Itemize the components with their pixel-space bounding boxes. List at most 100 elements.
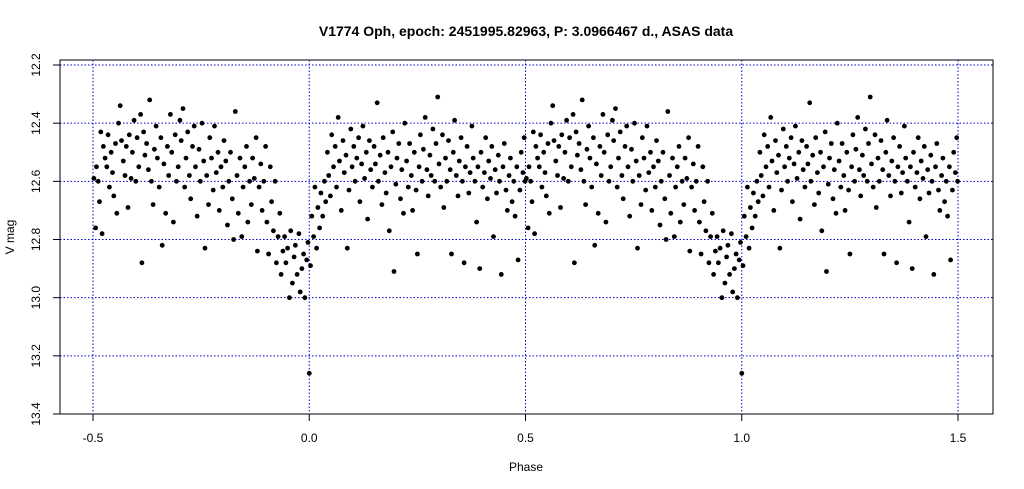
- data-point: [301, 251, 306, 257]
- data-point: [548, 120, 554, 126]
- data-point: [805, 161, 811, 167]
- data-point: [267, 164, 273, 170]
- data-point: [501, 141, 507, 146]
- data-point: [351, 144, 357, 149]
- data-point: [526, 164, 532, 170]
- data-point: [338, 208, 344, 213]
- data-point: [911, 149, 916, 155]
- data-point: [601, 149, 607, 155]
- data-point: [352, 178, 358, 184]
- data-point: [287, 295, 292, 301]
- data-point: [720, 228, 726, 234]
- data-point: [785, 178, 790, 184]
- data-point: [632, 120, 637, 126]
- data-point: [846, 187, 851, 193]
- x-tick-label: 1.5: [950, 431, 967, 445]
- data-point: [690, 161, 696, 167]
- data-point: [228, 149, 233, 155]
- data-point: [532, 231, 537, 237]
- data-point: [158, 135, 164, 141]
- data-point: [639, 135, 645, 141]
- data-point: [724, 254, 729, 260]
- data-point: [717, 245, 723, 251]
- data-point: [866, 141, 871, 146]
- data-point: [383, 190, 389, 196]
- data-point: [831, 167, 837, 173]
- data-point: [802, 184, 808, 190]
- data-point: [102, 155, 108, 161]
- data-point: [617, 129, 623, 135]
- data-point: [357, 199, 363, 205]
- data-point: [207, 135, 213, 141]
- data-point: [758, 173, 764, 178]
- data-point: [152, 146, 157, 152]
- data-point: [371, 144, 377, 149]
- data-point: [425, 193, 431, 199]
- data-point: [416, 164, 422, 170]
- data-point: [689, 184, 694, 190]
- data-point: [912, 184, 918, 190]
- data-point: [573, 129, 579, 135]
- grid-lines: [60, 60, 993, 415]
- y-tick-label: 12.2: [29, 53, 43, 77]
- data-point: [815, 170, 820, 176]
- data-point: [489, 144, 495, 149]
- data-point: [134, 135, 140, 141]
- data-point: [282, 234, 287, 240]
- data-point: [340, 138, 346, 144]
- data-point: [456, 158, 462, 164]
- data-point: [681, 202, 687, 208]
- data-point: [225, 222, 230, 228]
- data-point: [492, 167, 498, 173]
- data-point: [229, 196, 235, 202]
- data-point: [921, 144, 927, 149]
- data-point: [422, 115, 428, 120]
- data-point: [587, 155, 593, 161]
- data-point: [285, 245, 290, 251]
- x-tick-label: -0.5: [83, 431, 104, 445]
- data-point: [344, 245, 350, 251]
- data-point: [447, 167, 453, 173]
- data-point: [677, 219, 683, 225]
- data-point: [914, 170, 920, 176]
- data-point: [852, 178, 857, 184]
- data-point: [886, 173, 892, 178]
- data-point: [858, 193, 864, 199]
- data-point: [136, 164, 142, 170]
- data-point: [201, 158, 207, 164]
- data-point: [94, 164, 99, 170]
- data-point: [592, 242, 598, 248]
- data-point: [572, 260, 577, 266]
- data-point: [264, 219, 270, 225]
- data-point: [711, 272, 716, 277]
- data-point: [705, 178, 710, 184]
- data-point: [730, 289, 736, 295]
- y-tick-label: 12.6: [29, 169, 43, 193]
- data-point: [188, 196, 194, 202]
- data-point: [390, 129, 396, 135]
- data-point: [433, 141, 439, 146]
- data-point: [402, 120, 408, 126]
- plot-frame: [59, 59, 994, 415]
- data-point: [876, 178, 882, 184]
- data-point: [883, 149, 889, 155]
- data-point: [244, 144, 249, 149]
- data-point: [110, 170, 115, 176]
- data-point: [847, 251, 853, 257]
- data-point: [370, 184, 375, 190]
- data-point: [105, 132, 111, 138]
- data-point: [174, 178, 179, 184]
- data-point: [500, 164, 506, 170]
- x-tick-label: 0.0: [301, 431, 318, 445]
- data-point: [331, 164, 336, 170]
- data-point: [126, 132, 132, 138]
- data-point: [709, 210, 715, 216]
- data-point: [703, 228, 709, 234]
- data-point: [660, 149, 666, 155]
- data-point: [651, 164, 656, 170]
- data-point: [325, 149, 330, 155]
- data-point: [223, 158, 229, 164]
- data-point: [751, 190, 756, 196]
- data-point: [185, 129, 191, 135]
- data-point: [738, 240, 743, 245]
